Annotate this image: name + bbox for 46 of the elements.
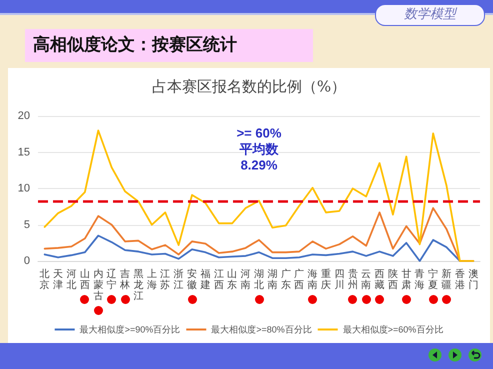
x-tick-label: 天津 [53,269,64,291]
x-tick-label: 西藏 [374,269,385,291]
chart-title: 高相似度论文：按赛区统计 [25,29,313,62]
x-tick-label: 浙江 [174,268,184,291]
x-tick-label: 江苏 [160,268,170,291]
x-tick-label: 湖北 [254,268,264,291]
x-tick-label: 山东 [227,268,238,291]
text: 数学模型 [375,4,485,26]
x-tick-label: 湖南 [267,268,278,291]
x-tick-label: 宁夏 [428,268,438,291]
x-tick-label: 广东 [280,268,291,291]
x-tick-label: 新疆 [442,268,452,291]
x-tick-label: 陕西 [388,268,398,291]
x-tick-label: 内蒙古 [93,268,104,302]
x-tick-label: 甘肃 [401,268,412,291]
x-tick-label: 香港 [454,268,465,291]
legend-label: 最大相似度>=60%百分比 [342,324,444,334]
ref-line-label: >= 60% 平均数 8.29% [236,125,282,172]
x-tick-label: 海南 [308,268,318,291]
x-tick-label: 安徽 [187,268,198,291]
y-tick-label: 5 [24,218,30,231]
x-tick-label: 重庆 [320,268,331,291]
y-tick-label: 0 [24,255,30,267]
x-tick-label: 河北 [66,268,76,291]
chart-subtitle: 占本赛区报名数的比例（%） [152,78,346,96]
x-tick-label: 黑龙江 [133,269,144,302]
y-tick-label: 20 [18,110,30,122]
y-tick-label: 10 [18,182,30,194]
x-tick-label: 北京 [40,268,50,291]
y-tick-label: 15 [18,146,30,158]
x-tick-label: 吉林 [119,268,130,291]
x-tick-label: 福建 [199,268,210,291]
x-tick-label: 澳门 [468,268,478,291]
x-tick-label: 四川 [334,269,344,291]
legend-label: 最大相似度>=80%百分比 [211,324,312,334]
x-tick-label: 广西 [294,268,304,291]
x-tick-label: 辽宁 [106,268,117,291]
legend-label: 最大相似度>=90%百分比 [80,324,180,334]
x-tick-label: 青海 [414,268,425,291]
x-tick-label: 山西 [80,268,90,291]
x-tick-label: 云南 [361,269,372,291]
x-tick-label: 河南 [240,268,251,291]
line-series [44,130,474,262]
x-tick-label: 江西 [214,268,224,291]
x-tick-label: 贵州 [348,268,358,291]
x-tick-label: 上海 [146,268,157,291]
